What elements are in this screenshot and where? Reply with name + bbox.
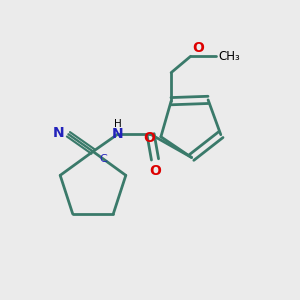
Text: CH₃: CH₃ xyxy=(218,50,240,63)
Text: C: C xyxy=(100,154,107,164)
Text: O: O xyxy=(192,41,204,55)
Text: O: O xyxy=(143,131,155,145)
Text: O: O xyxy=(149,164,161,178)
Text: N: N xyxy=(53,126,65,140)
Text: H: H xyxy=(114,119,122,129)
Text: N: N xyxy=(112,127,123,141)
